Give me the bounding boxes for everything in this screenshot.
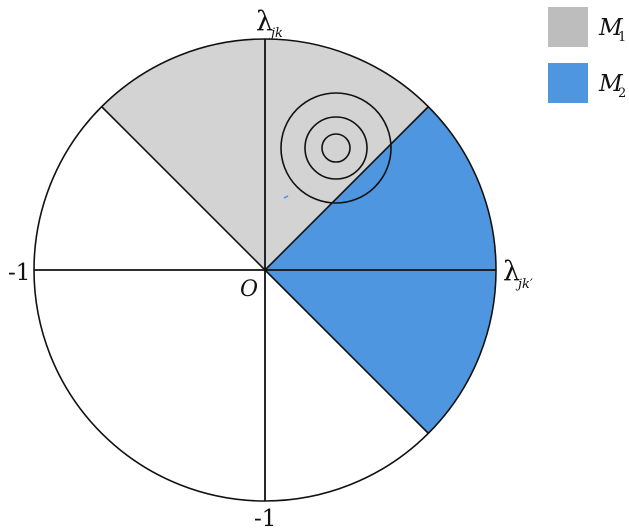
diagonal-45: [264, 106, 429, 271]
top-axis-subscript: jk: [268, 26, 283, 41]
legend: M 1 M 2: [548, 7, 626, 103]
contour-outer: [280, 92, 392, 204]
top-axis-label: λ: [256, 6, 273, 37]
legend-sub-m1: 1: [618, 30, 626, 45]
contour-middle: [304, 116, 368, 180]
legend-label-m2: M: [598, 71, 624, 97]
legend-sub-m2: 2: [618, 86, 626, 101]
small-mark: [283, 195, 289, 199]
origin-label: O: [240, 277, 258, 302]
right-axis-label: λ: [503, 256, 520, 287]
bottom-axis-label: -1: [254, 506, 276, 531]
contour-inner: [321, 133, 351, 163]
diagonal-135: [101, 106, 266, 271]
legend-swatch-m2: [548, 63, 588, 103]
diagonal-minus-45: [264, 269, 429, 434]
right-axis-subscript: jk′: [515, 277, 533, 292]
legend-label-m1: M: [598, 15, 624, 41]
legend-swatch-m1: [548, 7, 588, 47]
left-axis-label: -1: [8, 260, 30, 286]
